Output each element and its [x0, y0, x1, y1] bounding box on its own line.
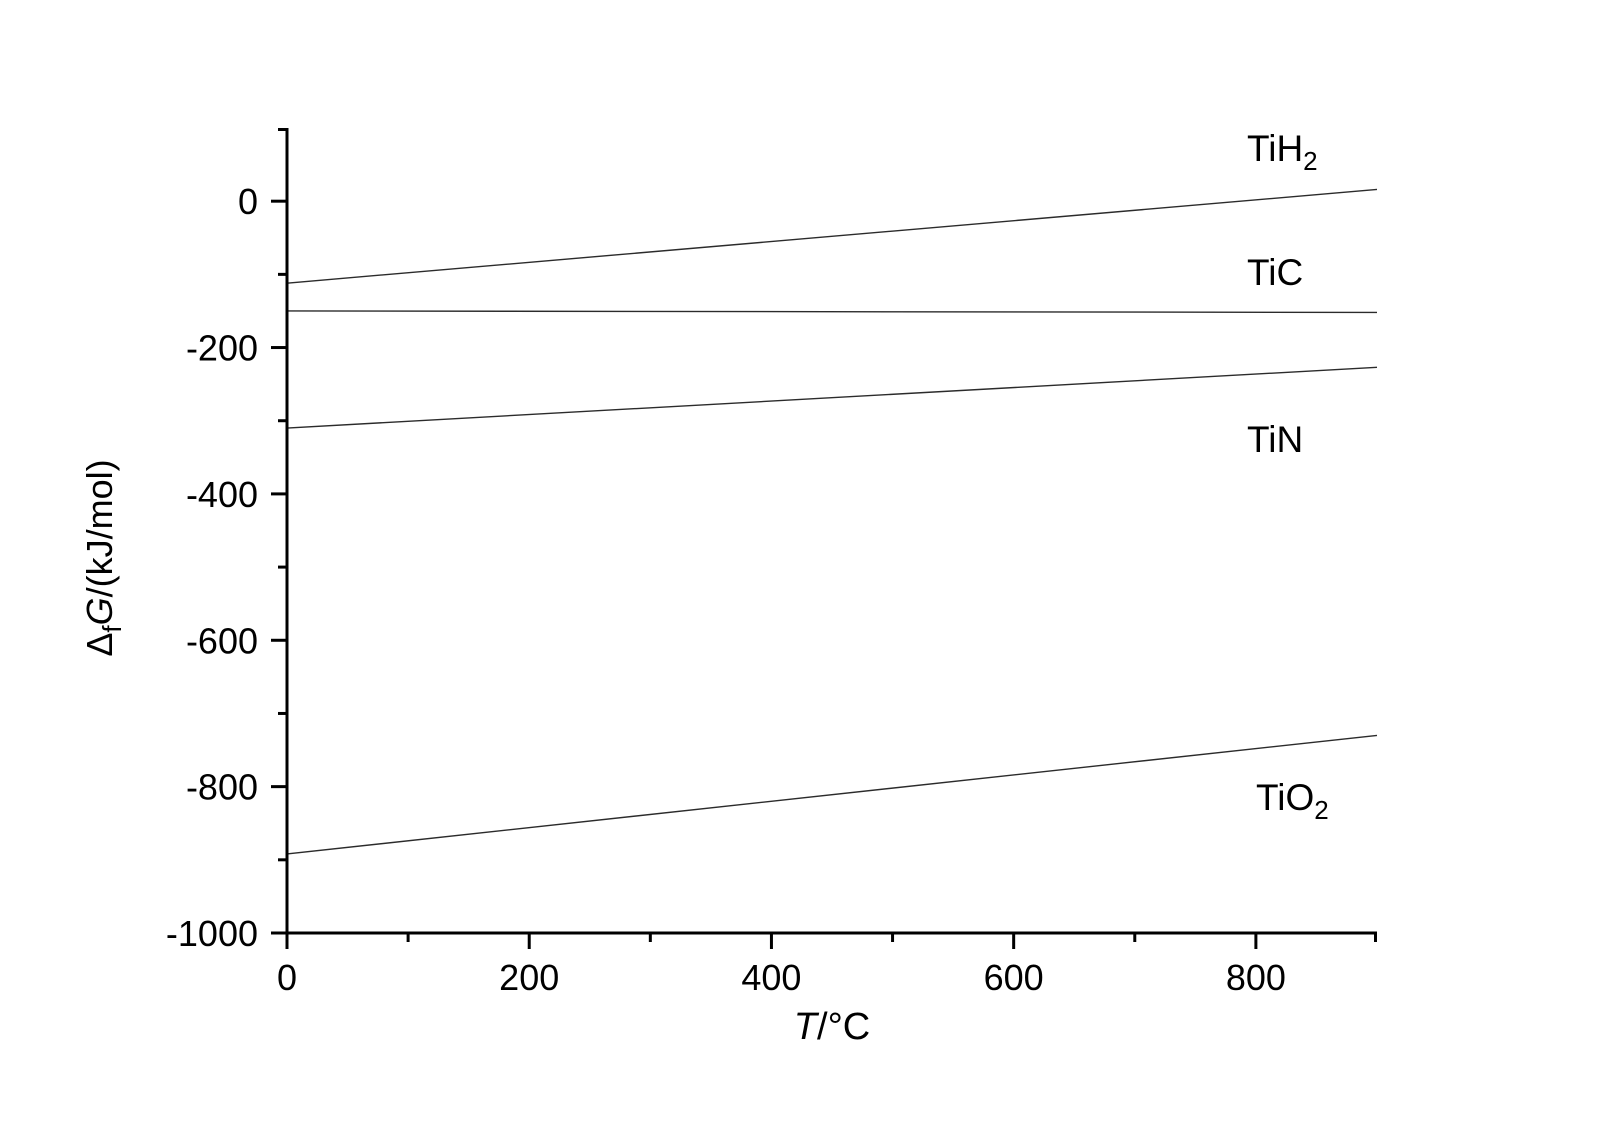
series-line-TiH2	[286, 188, 1378, 284]
series-label-TiN-text: TiN	[1247, 419, 1304, 460]
x-tick-label: 800	[1226, 957, 1286, 998]
ticks: 0 200 400 600 800 0 -200 -400 -600 -800 -1000	[166, 128, 1377, 998]
x-tick-label: 400	[741, 957, 801, 998]
y-tick-label: -1000	[166, 913, 258, 954]
x-axis-title-units: /°C	[817, 1006, 871, 1048]
series-label-TiC-text: TiC	[1247, 252, 1304, 293]
series-label-TiO2-subscript: 2	[1314, 794, 1329, 825]
y-axis-title: ΔfG/(kJ/mol)	[79, 459, 127, 657]
x-axis-title: T/°C	[794, 1008, 870, 1046]
y-axis-title-symbol: G	[79, 597, 120, 626]
x-axis-title-symbol: T	[793, 1006, 818, 1048]
y-axis-title-subscript: f	[96, 625, 127, 633]
series-line-TiO2	[286, 734, 1378, 855]
series-label-TiC: TiC	[1247, 254, 1303, 291]
series-line-TiN	[286, 366, 1378, 429]
series-label-TiO2: TiO2	[1256, 777, 1329, 823]
x-tick-label: 200	[499, 957, 559, 998]
series-label-TiH2: TiH2	[1247, 128, 1318, 174]
y-tick-label: -400	[186, 474, 258, 515]
data-lines	[286, 188, 1378, 855]
series-label-TiH2-text: TiH	[1247, 128, 1304, 169]
axes	[285, 128, 1377, 935]
series-line-TiC	[286, 310, 1378, 314]
y-tick-label: -600	[186, 620, 258, 661]
series-label-TiN: TiN	[1247, 421, 1303, 458]
y-tick-label: -200	[186, 328, 258, 369]
series-label-TiH2-subscript: 2	[1303, 145, 1318, 176]
y-tick-label: 0	[238, 181, 258, 222]
y-axis-title-delta: Δ	[79, 632, 120, 657]
x-tick-label: 600	[984, 957, 1044, 998]
x-tick-label: 0	[277, 957, 297, 998]
series-label-TiO2-text: TiO	[1256, 777, 1315, 818]
y-tick-label: -800	[186, 767, 258, 808]
y-axis-title-units: /(kJ/mol)	[79, 459, 120, 598]
